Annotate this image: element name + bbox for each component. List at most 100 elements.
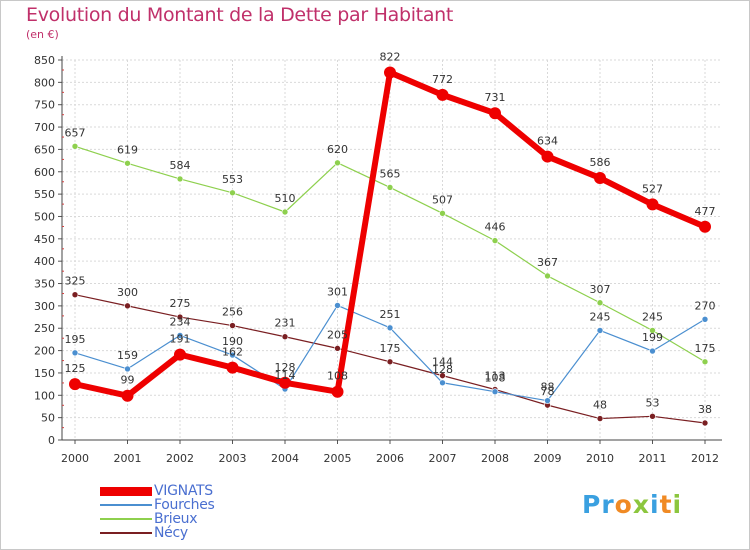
- data-point-fourches: [701, 315, 709, 323]
- data-label: 162: [222, 346, 243, 359]
- y-tick-label: 350: [34, 278, 55, 291]
- logo-letter: P: [582, 490, 602, 519]
- data-label: 822: [380, 51, 401, 64]
- data-point-fourches: [544, 397, 551, 404]
- data-point-brieux: [544, 272, 551, 280]
- y-tick-label: 650: [34, 143, 55, 156]
- data-point-fourches: [176, 332, 184, 339]
- data-label: 231: [275, 317, 296, 330]
- x-tick-label: 2009: [534, 452, 562, 465]
- logo-letter: x: [632, 490, 650, 519]
- legend-swatch-brieux: [100, 518, 152, 520]
- data-label: 586: [590, 156, 611, 169]
- logo-letter: i: [672, 490, 683, 519]
- y-tick-label: 150: [34, 367, 55, 380]
- y-tick-label: 300: [34, 300, 55, 313]
- data-point-brieux: [439, 210, 446, 217]
- data-label: 113: [485, 369, 506, 382]
- data-point-nécy: [124, 302, 131, 310]
- data-point-vignats: [121, 389, 134, 402]
- data-label: 584: [170, 159, 191, 172]
- data-label: 108: [485, 372, 506, 385]
- data-label: 620: [327, 143, 348, 156]
- data-label: 38: [698, 403, 712, 416]
- data-label: 275: [170, 297, 191, 310]
- x-tick-label: 2001: [114, 452, 142, 465]
- data-point-nécy: [71, 291, 79, 299]
- data-point-fourches: [386, 324, 394, 332]
- data-point-nécy: [439, 372, 446, 379]
- data-label: 144: [432, 356, 453, 369]
- data-point-brieux: [334, 159, 341, 167]
- chart-subtitle: (en €): [26, 28, 59, 41]
- data-label: 657: [65, 126, 86, 139]
- x-tick-label: 2008: [481, 452, 509, 465]
- legend-label-brieux: Brieux: [154, 511, 198, 527]
- data-label: 114: [275, 369, 296, 382]
- x-tick-label: 2012: [691, 452, 719, 465]
- data-point-nécy: [176, 313, 184, 321]
- data-label: 301: [327, 285, 348, 298]
- data-label: 565: [380, 167, 401, 180]
- data-point-brieux: [71, 142, 79, 150]
- data-label: 772: [432, 73, 453, 86]
- data-point-nécy: [649, 413, 656, 420]
- data-point-vignats: [489, 107, 501, 120]
- data-label: 731: [485, 91, 506, 104]
- data-label: 53: [646, 396, 660, 409]
- data-point-brieux: [229, 189, 236, 197]
- x-tick-label: 2010: [586, 452, 614, 465]
- x-tick-label: 2000: [61, 452, 89, 465]
- data-point-vignats: [69, 378, 81, 391]
- data-label: 159: [117, 349, 138, 362]
- legend-label-necy: Nécy: [154, 525, 188, 541]
- data-label: 88: [541, 381, 555, 394]
- data-point-nécy: [596, 415, 604, 422]
- data-label: 477: [695, 205, 716, 218]
- y-tick-label: 450: [34, 233, 55, 246]
- data-label: 234: [170, 315, 191, 328]
- data-point-fourches: [334, 302, 341, 309]
- proxiti-logo: Proxiti: [582, 490, 682, 519]
- y-tick-label: 500: [34, 210, 55, 223]
- data-point-vignats: [384, 66, 396, 79]
- data-label: 553: [222, 173, 243, 186]
- y-tick-label: 200: [34, 345, 55, 358]
- data-label: 510: [275, 192, 296, 205]
- data-label: 195: [65, 333, 86, 346]
- legend-label-fourches: Fourches: [154, 497, 215, 513]
- y-tick-label: 600: [34, 166, 55, 179]
- x-tick-label: 2002: [166, 452, 194, 465]
- data-point-brieux: [176, 175, 184, 183]
- data-label: 446: [485, 221, 506, 234]
- y-tick-label: 250: [34, 322, 55, 335]
- data-label: 527: [642, 182, 663, 195]
- chart-title: Evolution du Montant de la Dette par Hab…: [26, 4, 454, 26]
- data-label: 307: [590, 283, 611, 296]
- data-point-brieux: [491, 237, 499, 244]
- y-tick-label: 750: [34, 99, 55, 112]
- data-label: 191: [170, 333, 191, 346]
- data-point-vignats: [594, 172, 606, 185]
- logo-letter: r: [601, 490, 615, 519]
- data-label: 125: [65, 362, 86, 375]
- data-label: 175: [380, 342, 401, 355]
- data-point-brieux: [701, 358, 709, 366]
- data-point-vignats: [331, 385, 344, 398]
- data-point-brieux: [596, 299, 604, 307]
- data-point-brieux: [649, 327, 656, 334]
- data-point-nécy: [281, 333, 289, 341]
- x-tick-label: 2006: [376, 452, 404, 465]
- data-point-nécy: [334, 345, 341, 352]
- y-tick-label: 850: [34, 54, 55, 67]
- data-point-vignats: [541, 150, 554, 163]
- logo-letter: t: [659, 490, 673, 519]
- data-point-vignats: [436, 88, 449, 101]
- data-point-fourches: [596, 327, 604, 334]
- data-point-vignats: [174, 348, 186, 361]
- data-label: 128: [432, 363, 453, 376]
- x-tick-label: 2003: [219, 452, 247, 465]
- y-tick-label: 700: [34, 121, 55, 134]
- data-point-vignats: [226, 361, 239, 374]
